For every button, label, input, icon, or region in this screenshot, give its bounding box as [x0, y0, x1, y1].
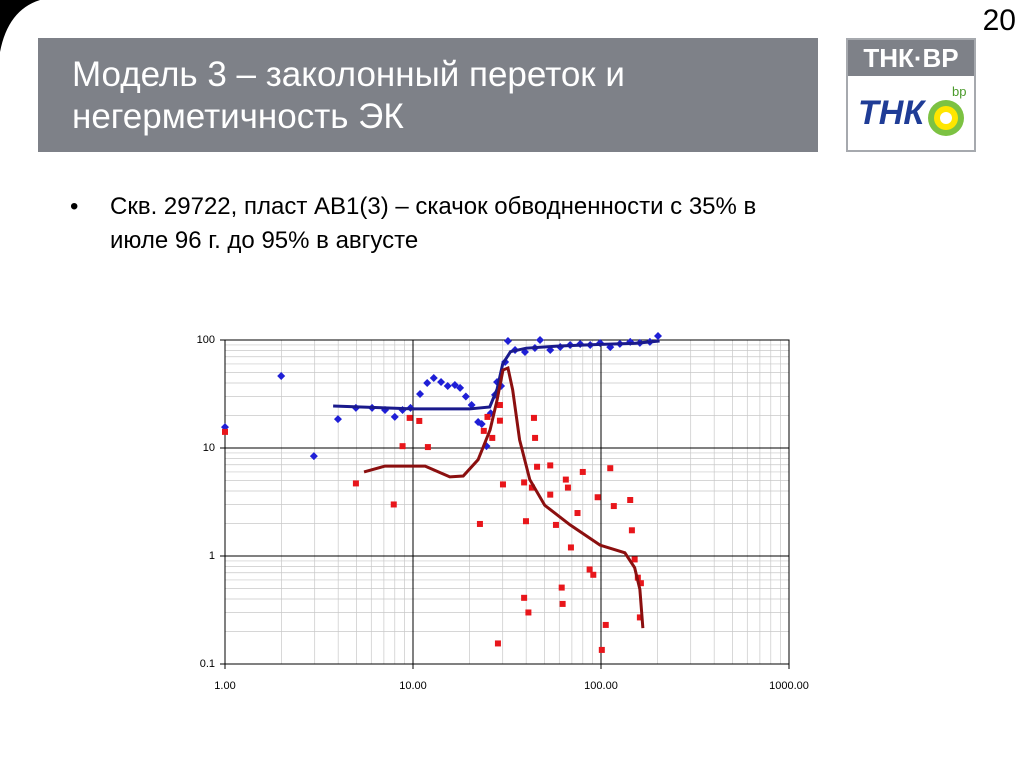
y-tick-label: 100: [197, 334, 215, 346]
plot-area: [224, 339, 790, 665]
point: [450, 381, 459, 390]
point: [521, 594, 528, 601]
point: [416, 417, 423, 424]
point: [522, 518, 529, 525]
point: [390, 501, 397, 508]
point: [484, 413, 491, 420]
point: [423, 378, 432, 387]
logo: ТНК·ВР ТНК bp: [846, 38, 976, 152]
point: [610, 503, 617, 510]
point: [586, 566, 593, 573]
point: [429, 373, 438, 382]
point: [496, 417, 503, 424]
point: [528, 484, 535, 491]
y-tick-label: 0.1: [200, 658, 215, 670]
curve: [333, 339, 660, 411]
point: [443, 382, 452, 391]
point: [503, 336, 512, 345]
point: [628, 527, 635, 534]
point: [607, 465, 614, 472]
point: [637, 580, 644, 587]
point: [547, 491, 554, 498]
x-tick-label: 10.00: [399, 680, 427, 692]
point: [406, 414, 413, 421]
bullet-dot: •: [70, 193, 79, 220]
point: [559, 600, 566, 607]
y-tick-label: 1: [209, 550, 215, 562]
point: [437, 378, 446, 387]
point: [562, 476, 569, 483]
point: [631, 556, 638, 563]
x-tick-label: 1.00: [214, 680, 235, 692]
point: [594, 494, 601, 501]
point: [525, 609, 532, 616]
page-number: 20: [982, 4, 1016, 37]
x-tick-label: 1000.00: [769, 680, 809, 692]
point: [494, 640, 501, 647]
point: [579, 468, 586, 475]
bp-helios: [928, 100, 964, 136]
point: [534, 463, 541, 470]
point: [461, 392, 470, 401]
point: [558, 584, 565, 591]
y-tick-label: 10: [203, 442, 215, 454]
point: [532, 434, 539, 441]
point: [277, 372, 286, 381]
point: [574, 510, 581, 517]
point: [489, 434, 496, 441]
logo-bp: bp: [952, 84, 967, 99]
point: [530, 414, 537, 421]
point: [477, 419, 486, 428]
point: [416, 390, 425, 399]
point: [654, 331, 663, 340]
corner-decor: [0, 0, 40, 52]
x-tick-label: 100.00: [584, 680, 618, 692]
point: [496, 402, 503, 409]
point: [333, 415, 342, 424]
point: [480, 427, 487, 434]
point: [467, 401, 476, 410]
point: [536, 336, 545, 344]
point: [499, 481, 506, 488]
point: [552, 521, 559, 528]
point: [309, 452, 318, 461]
point: [424, 444, 431, 451]
logo-tnk: ТНК: [858, 94, 925, 132]
bullet-text: Скв. 29722, пласт АВ1(3) – скачок обводн…: [110, 193, 757, 254]
point: [521, 479, 528, 486]
point: [590, 571, 597, 578]
point: [567, 544, 574, 551]
point: [476, 520, 483, 527]
point: [547, 462, 554, 469]
point: [352, 480, 359, 487]
point: [399, 443, 406, 450]
curve: [363, 365, 645, 629]
point: [564, 484, 571, 491]
point: [222, 428, 228, 435]
logo-text: ТНК·ВР: [848, 40, 974, 76]
point: [602, 621, 609, 628]
point: [598, 646, 605, 653]
point: [636, 614, 643, 621]
point: [627, 497, 634, 504]
slide-title: Модель 3 – заколонный переток и негермет…: [72, 55, 625, 136]
point: [390, 412, 399, 421]
title-bar: Модель 3 – заколонный переток и негермет…: [38, 38, 818, 152]
point: [456, 383, 465, 392]
